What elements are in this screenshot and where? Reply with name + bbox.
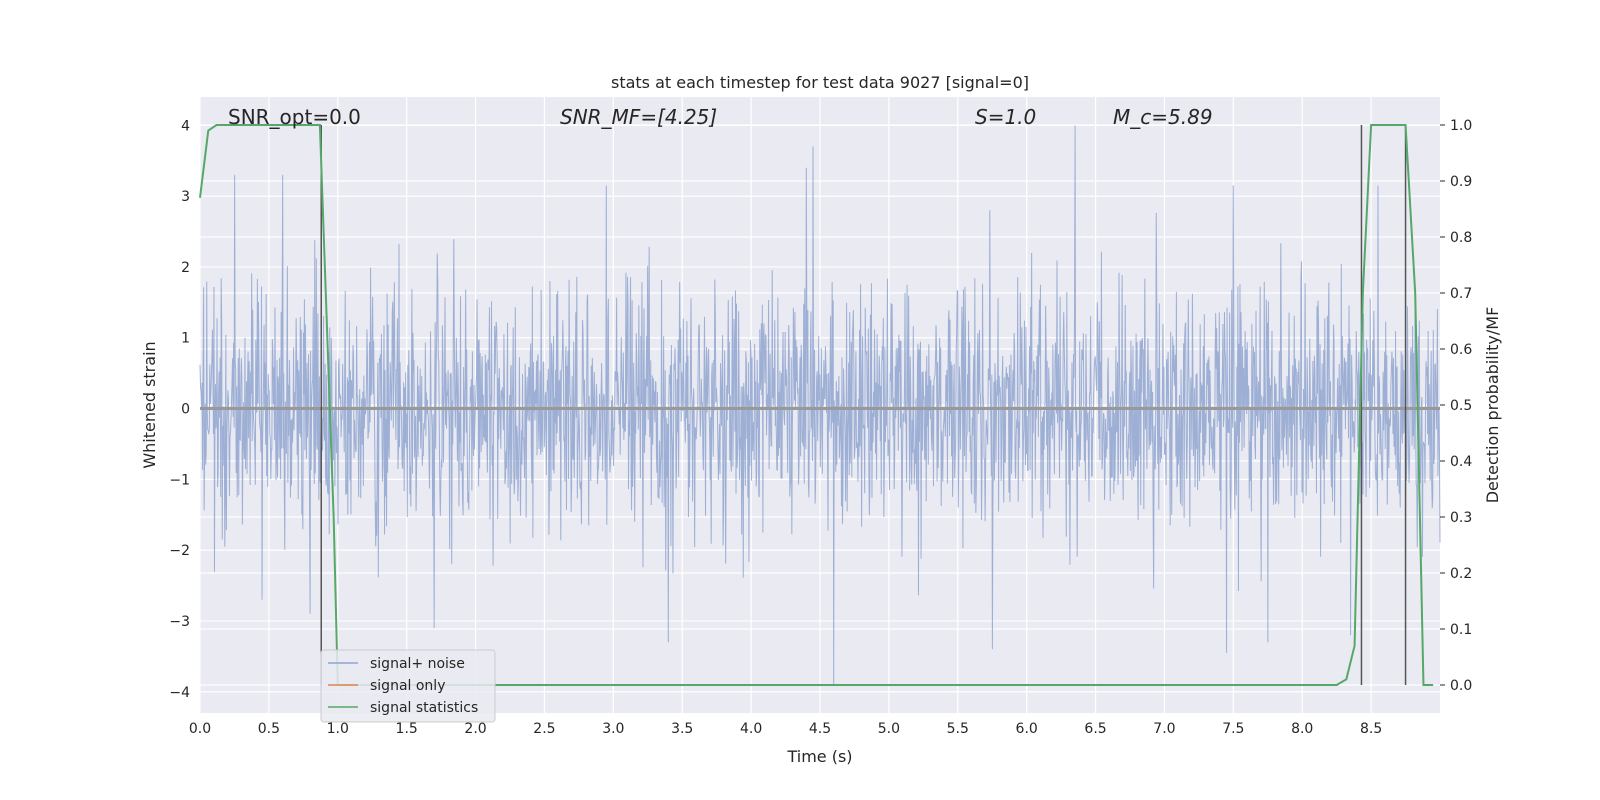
y-right-tick-label: 1.0: [1450, 118, 1472, 134]
x-tick-label: 4.0: [740, 721, 762, 737]
x-tick-labels: 0.0 0.5 1.0 1.5 2.0 2.5 3.0 3.5 4.0 4.5 5.0 5.5 6.0 6…: [189, 721, 1382, 737]
x-axis-label: Time (s): [786, 747, 852, 766]
annotation-snr-mf: SNR_MF=[4.25]: [560, 105, 717, 129]
x-tick-label: 3.0: [602, 721, 624, 737]
y-tick-label: 4: [181, 118, 190, 134]
x-tick-label: 8.0: [1291, 721, 1313, 737]
x-tick-label: 2.5: [533, 721, 555, 737]
y-tick-label: −2: [169, 543, 190, 559]
y-tick-label: −3: [169, 614, 190, 630]
y-axis-label: Whitened strain: [140, 341, 159, 468]
legend: signal+ noise signal only signal statist…: [320, 649, 496, 723]
y-right-tick-label: 0.1: [1450, 622, 1472, 638]
x-tick-label: 3.5: [671, 721, 693, 737]
annotation-snr-opt: SNR_opt=0.0: [228, 105, 361, 129]
y-tick-label: 3: [181, 189, 190, 205]
y-right-tick-label: 0.5: [1450, 398, 1472, 414]
y-tick-label: 2: [181, 260, 190, 276]
signal-statistics-line: [199, 124, 1434, 686]
x-tick-label: 4.5: [809, 721, 831, 737]
y-right-tick-label: 0.8: [1450, 230, 1472, 246]
y-right-tick-label: 0.6: [1450, 342, 1472, 358]
y-right-tick-label: 0.4: [1450, 454, 1472, 470]
y-tick-labels: 4 3 2 1 0 −1 −2 −3 −4: [169, 118, 190, 700]
legend-label-signal-statistics: signal statistics: [370, 700, 478, 716]
y-right-tick-label: 0.7: [1450, 286, 1472, 302]
y-right-tick-label: 0.0: [1450, 678, 1472, 694]
x-tick-label: 2.0: [464, 721, 486, 737]
y-right-tick-label: 0.9: [1450, 174, 1472, 190]
x-tick-label: 8.5: [1360, 721, 1382, 737]
legend-box: [320, 649, 496, 723]
vertical-lines: [320, 125, 1407, 685]
y-right-tick-label: 0.2: [1450, 566, 1472, 582]
y-tick-label: 0: [181, 402, 190, 418]
chart-title: stats at each timestep for test data 902…: [611, 73, 1029, 92]
signal-noise-line: [199, 125, 1441, 685]
x-tick-label: 7.0: [1153, 721, 1175, 737]
x-tick-label: 1.5: [396, 721, 418, 737]
legend-label-signal-noise: signal+ noise: [370, 656, 465, 672]
y-tick-label: −4: [169, 685, 190, 701]
x-tick-label: 0.0: [189, 721, 211, 737]
y-right-tick-labels: 1.0 0.9 0.8 0.7 0.6 0.5 0.4 0.3 0.2 0.1 0.0: [1440, 118, 1472, 694]
y-tick-label: −1: [169, 472, 190, 488]
x-tick-label: 1.0: [327, 721, 349, 737]
annotation-s: S=1.0: [975, 105, 1036, 129]
series-signal-statistics: [199, 124, 1434, 686]
x-tick-label: 7.5: [1222, 721, 1244, 737]
series-signal-noise: [199, 125, 1441, 685]
x-tick-label: 5.0: [878, 721, 900, 737]
legend-label-signal-only: signal only: [370, 678, 445, 694]
x-tick-label: 6.0: [1016, 721, 1038, 737]
annotation-mc: M_c=5.89: [1113, 105, 1213, 129]
x-tick-label: 0.5: [258, 721, 280, 737]
x-tick-label: 6.5: [1084, 721, 1106, 737]
y-tick-label: 1: [181, 331, 190, 347]
x-tick-label: 5.5: [947, 721, 969, 737]
y-right-axis-label: Detection probability/MF: [1483, 307, 1502, 504]
y-right-tick-label: 0.3: [1450, 510, 1472, 526]
